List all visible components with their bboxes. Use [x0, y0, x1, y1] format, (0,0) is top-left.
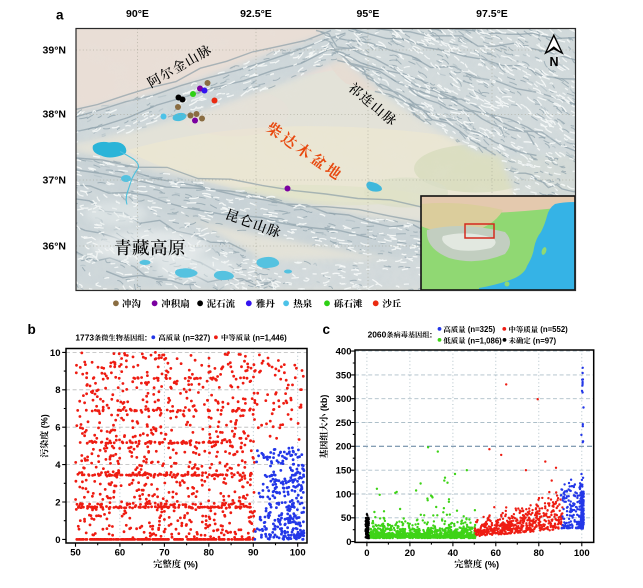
svg-text:(n=1,446): (n=1,446) — [251, 333, 288, 342]
svg-text:60: 60 — [491, 548, 502, 559]
svg-text::: : — [145, 332, 148, 342]
svg-text:50: 50 — [70, 547, 81, 558]
svg-text:2: 2 — [55, 497, 60, 508]
svg-text:1773: 1773 — [75, 332, 94, 342]
svg-text:(n=1,086): (n=1,086) — [466, 336, 503, 345]
svg-text:c: c — [323, 322, 331, 337]
svg-text:(%): (%) — [40, 414, 50, 431]
svg-text:80: 80 — [534, 548, 545, 559]
svg-text:350: 350 — [336, 370, 352, 381]
svg-text:70: 70 — [159, 547, 170, 558]
svg-text:(n=327): (n=327) — [181, 333, 211, 342]
svg-text:250: 250 — [336, 418, 352, 429]
svg-text:10: 10 — [50, 348, 61, 359]
svg-text:4: 4 — [55, 460, 61, 471]
svg-text:36°N: 36°N — [43, 241, 66, 253]
svg-text:100: 100 — [336, 489, 352, 500]
svg-text:2060: 2060 — [368, 329, 387, 339]
svg-text:50: 50 — [341, 513, 352, 524]
svg-text:(%): (%) — [482, 559, 499, 569]
svg-text:(n=325): (n=325) — [466, 325, 496, 334]
svg-text:80: 80 — [204, 547, 215, 558]
svg-text:0: 0 — [364, 548, 369, 559]
svg-text:100: 100 — [574, 548, 590, 559]
svg-text:39°N: 39°N — [43, 45, 66, 57]
svg-text:(n=552): (n=552) — [538, 325, 568, 334]
svg-text::: : — [430, 329, 433, 339]
svg-text:b: b — [28, 322, 36, 337]
svg-text:0: 0 — [55, 535, 60, 546]
svg-text:100: 100 — [290, 547, 306, 558]
svg-text:6: 6 — [55, 423, 60, 434]
svg-text:20: 20 — [405, 548, 416, 559]
svg-text:150: 150 — [336, 466, 352, 477]
svg-text:(n=97): (n=97) — [531, 336, 557, 345]
svg-text:90: 90 — [248, 547, 259, 558]
svg-text:40: 40 — [448, 548, 459, 559]
svg-text:92.5°E: 92.5°E — [240, 8, 272, 20]
svg-text:95°E: 95°E — [357, 8, 380, 20]
svg-text:400: 400 — [336, 347, 352, 358]
svg-text:8: 8 — [55, 385, 60, 396]
svg-text:300: 300 — [336, 394, 352, 405]
svg-text:90°E: 90°E — [126, 8, 149, 20]
svg-text:200: 200 — [336, 442, 352, 453]
svg-text:97.5°E: 97.5°E — [476, 8, 508, 20]
svg-text:37°N: 37°N — [43, 175, 66, 187]
svg-text:a: a — [56, 8, 64, 23]
svg-text:(%): (%) — [181, 559, 198, 569]
svg-text:0: 0 — [346, 537, 351, 548]
svg-text:38°N: 38°N — [43, 109, 66, 121]
svg-text:N: N — [549, 55, 558, 69]
svg-text:(kb): (kb) — [319, 395, 329, 414]
svg-text:60: 60 — [115, 547, 126, 558]
